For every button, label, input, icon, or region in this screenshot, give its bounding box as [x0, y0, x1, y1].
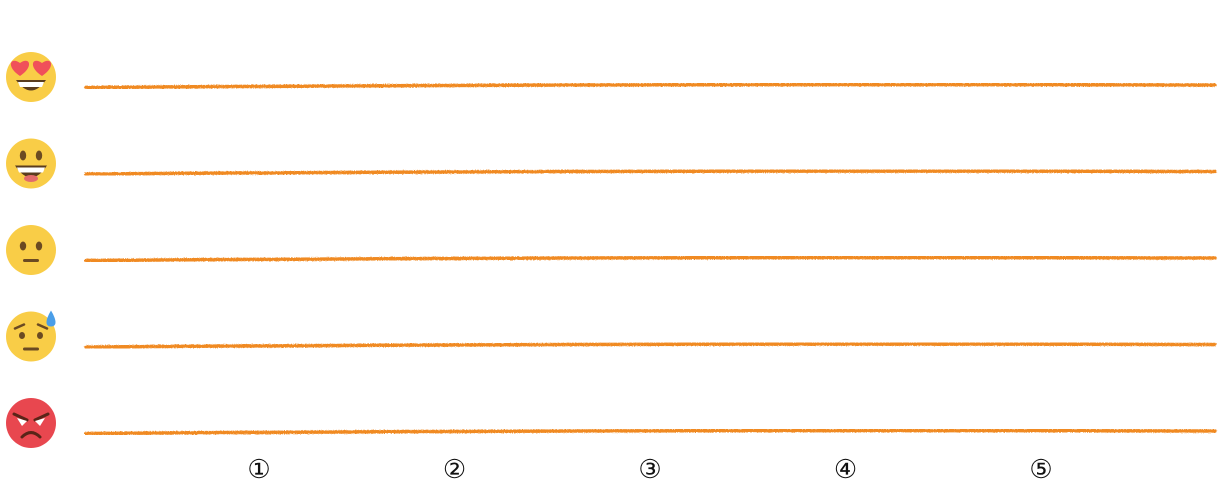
- heart-eyes-face-icon: [6, 52, 56, 102]
- anxious-sweat-face-icon: [6, 310, 56, 362]
- x-axis-labels: ① ② ③ ④ ⑤: [247, 455, 1052, 485]
- grid-lines: [84, 82, 1217, 436]
- neutral-face-icon: [6, 225, 56, 275]
- level-line-1: [84, 82, 1217, 90]
- level-line-2: [84, 169, 1217, 176]
- level-line-4: [84, 342, 1217, 349]
- x-label-4: ④: [834, 455, 857, 485]
- x-label-2: ②: [443, 455, 466, 485]
- x-label-1: ①: [247, 455, 270, 485]
- angry-face-icon: [6, 398, 56, 448]
- y-axis-icons: [6, 52, 56, 448]
- grinning-face-icon: [6, 138, 56, 189]
- level-line-3: [84, 255, 1217, 263]
- x-label-3: ③: [638, 455, 661, 485]
- x-label-5: ⑤: [1029, 455, 1052, 485]
- level-line-5: [84, 428, 1217, 436]
